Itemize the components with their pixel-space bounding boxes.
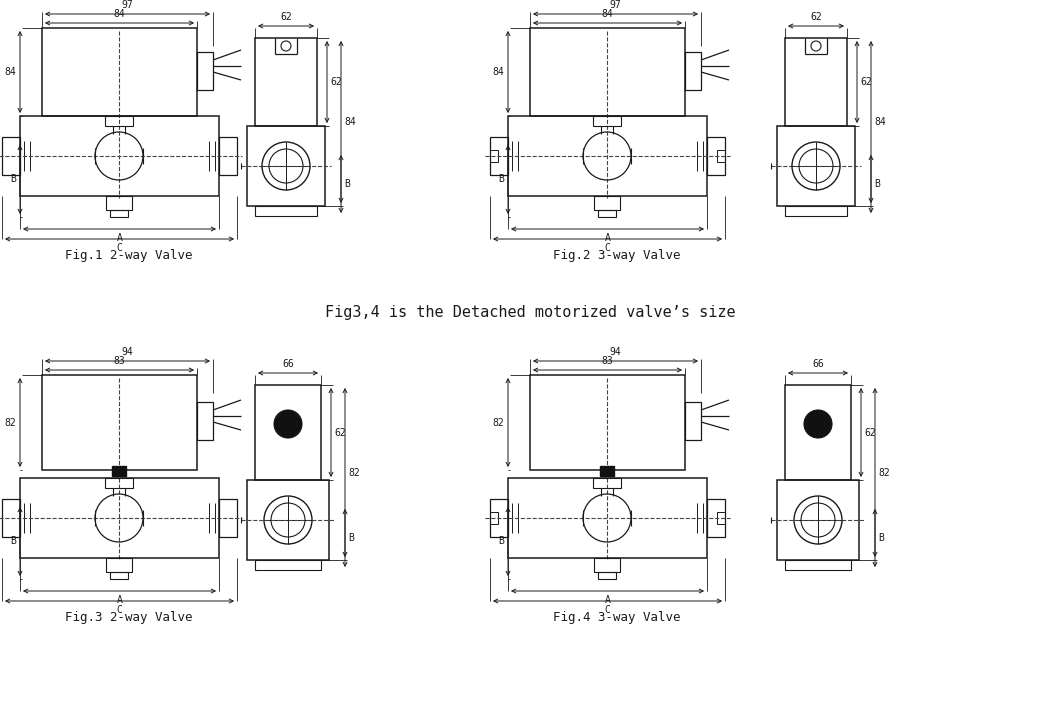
Text: 84: 84 [602,9,614,19]
Bar [717,512,725,524]
Text: 62: 62 [864,427,876,437]
Bar [255,206,317,216]
Text: C: C [117,605,123,615]
Bar [593,478,621,488]
Bar [777,480,859,560]
Text: 82: 82 [348,467,359,477]
Bar [110,572,128,579]
Text: 62: 62 [810,12,822,22]
Bar [255,385,321,480]
Bar [106,558,132,572]
Text: 84: 84 [113,9,125,19]
Bar [247,480,329,560]
Bar [42,375,197,470]
Bar [508,478,707,558]
Bar [105,116,132,126]
Bar [197,52,213,90]
Text: 94: 94 [610,347,621,357]
Text: Fig.4 3-way Valve: Fig.4 3-way Valve [553,610,681,624]
Text: 82: 82 [4,417,16,427]
Bar [785,38,847,126]
Bar [2,499,20,537]
Bar [777,126,855,206]
Bar [20,478,219,558]
Bar [685,52,701,90]
Bar [490,150,498,162]
Text: C: C [604,243,611,253]
Bar [110,210,128,217]
Bar [707,137,725,175]
Bar [717,150,725,162]
Text: 62: 62 [860,77,871,87]
Text: C: C [117,243,123,253]
Text: 62: 62 [280,12,292,22]
Bar [219,499,237,537]
Text: 66: 66 [812,359,824,369]
Bar [106,196,132,210]
Text: 62: 62 [334,427,346,437]
Text: 84: 84 [492,67,504,77]
Text: 62: 62 [330,77,341,87]
Bar [197,402,213,440]
Bar [490,512,498,524]
Text: A: A [604,233,611,243]
Bar [255,560,321,570]
Bar [219,137,237,175]
Text: 84: 84 [4,67,16,77]
Bar [508,116,707,196]
Bar [490,137,508,175]
Text: Fig3,4 is the Detached motorized valve’s size: Fig3,4 is the Detached motorized valve’s… [324,306,736,320]
Text: 82: 82 [492,417,504,427]
Bar [594,196,620,210]
Text: 94: 94 [122,347,134,357]
Text: C: C [604,605,611,615]
Circle shape [273,410,302,438]
Text: 97: 97 [610,0,621,10]
Text: B: B [498,175,504,184]
Text: A: A [604,595,611,605]
Text: B: B [11,175,16,184]
Bar [685,402,701,440]
Bar [42,28,197,116]
Text: 84: 84 [874,117,886,127]
Bar [594,558,620,572]
Text: 83: 83 [602,356,614,366]
Text: B: B [874,179,880,189]
Text: B: B [11,536,16,546]
Text: A: A [117,595,123,605]
Text: 66: 66 [282,359,294,369]
Bar [105,478,132,488]
Bar [785,560,851,570]
Bar [598,210,616,217]
Bar [785,385,851,480]
Text: B: B [344,179,350,189]
Bar [598,572,616,579]
Text: B: B [348,533,354,543]
Bar [247,126,325,206]
Text: B: B [498,536,504,546]
Text: A: A [117,233,123,243]
Text: 97: 97 [122,0,134,10]
Text: Fig.2 3-way Valve: Fig.2 3-way Valve [553,249,681,261]
Text: B: B [878,533,884,543]
Text: 83: 83 [113,356,125,366]
Bar [530,375,685,470]
Bar [112,466,126,476]
Bar [490,499,508,537]
Text: Fig.1 2-way Valve: Fig.1 2-way Valve [66,249,193,261]
Bar [530,28,685,116]
Text: 84: 84 [344,117,356,127]
Text: 82: 82 [878,467,889,477]
Circle shape [803,410,832,438]
Bar [255,38,317,126]
Bar [2,137,20,175]
Bar [593,116,621,126]
Bar [707,499,725,537]
Text: Fig.3 2-way Valve: Fig.3 2-way Valve [66,610,193,624]
Bar [20,116,219,196]
Bar [600,466,614,476]
Bar [785,206,847,216]
